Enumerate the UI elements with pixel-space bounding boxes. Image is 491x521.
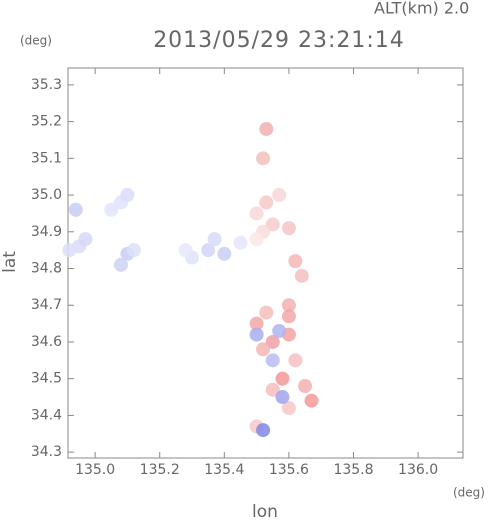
y-tick-label: 34.3	[31, 444, 62, 460]
echo-point	[281, 298, 296, 313]
y-tick-label: 34.7	[31, 297, 62, 313]
y-tick-label: 34.6	[31, 334, 62, 350]
echo-point	[249, 206, 264, 221]
echo-point	[304, 393, 319, 408]
y-unit: (deg)	[20, 34, 52, 48]
y-tick-label: 34.9	[31, 224, 62, 240]
echo-point	[259, 195, 274, 210]
echo-point	[265, 217, 280, 232]
y-axis-label: lat	[0, 251, 20, 273]
y-tick-label: 35.3	[31, 77, 62, 93]
x-tick-label: 135.2	[140, 462, 180, 478]
x-tick-label: 135.6	[269, 462, 309, 478]
echo-point	[265, 382, 280, 397]
echo-point	[265, 353, 280, 368]
echo-point	[113, 257, 128, 272]
echo-point	[249, 327, 264, 342]
echo-point	[265, 334, 280, 349]
echo-point	[275, 390, 290, 405]
echo-point	[294, 268, 309, 283]
y-tick-label: 34.5	[31, 371, 62, 387]
echo-point	[256, 151, 271, 166]
y-tick-label: 34.4	[31, 407, 62, 423]
echo-point	[256, 342, 271, 357]
echo-point	[272, 323, 287, 338]
x-tick-label: 136.0	[398, 462, 438, 478]
y-tick-label: 35.1	[31, 150, 62, 166]
echo-point	[178, 243, 193, 258]
y-tick-label: 35.0	[31, 187, 62, 203]
echo-point	[249, 316, 264, 331]
x-unit: (deg)	[453, 486, 485, 500]
echo-point	[249, 232, 264, 247]
echo-point	[272, 188, 287, 203]
x-tick-label: 135.0	[75, 462, 115, 478]
echo-point	[233, 235, 248, 250]
x-axis-label: lon	[252, 502, 278, 521]
x-tick-label: 135.4	[204, 462, 244, 478]
echo-point	[256, 423, 271, 438]
echo-point	[126, 243, 141, 258]
echo-point	[104, 202, 119, 217]
echo-point	[120, 188, 135, 203]
echo-point	[275, 371, 290, 386]
y-tick-label: 35.2	[31, 114, 62, 130]
y-tick-label: 34.8	[31, 261, 62, 277]
echo-point	[259, 121, 274, 136]
echo-point	[207, 232, 222, 247]
echo-point	[298, 379, 313, 394]
x-tick-label: 135.8	[333, 462, 373, 478]
echo-point	[78, 232, 93, 247]
echo-point	[201, 243, 216, 258]
chart-title: 2013/05/29 23:21:14	[153, 28, 405, 53]
echo-point	[68, 202, 83, 217]
echo-point	[281, 221, 296, 236]
echo-point	[259, 305, 274, 320]
echo-point	[217, 246, 232, 261]
echo-point	[288, 254, 303, 269]
plot-frame	[67, 67, 464, 459]
echo-point	[288, 353, 303, 368]
altitude-label: ALT(km) 2.0	[374, 0, 469, 18]
echo-point	[281, 309, 296, 324]
echo-point	[281, 401, 296, 416]
echo-point	[62, 243, 77, 258]
